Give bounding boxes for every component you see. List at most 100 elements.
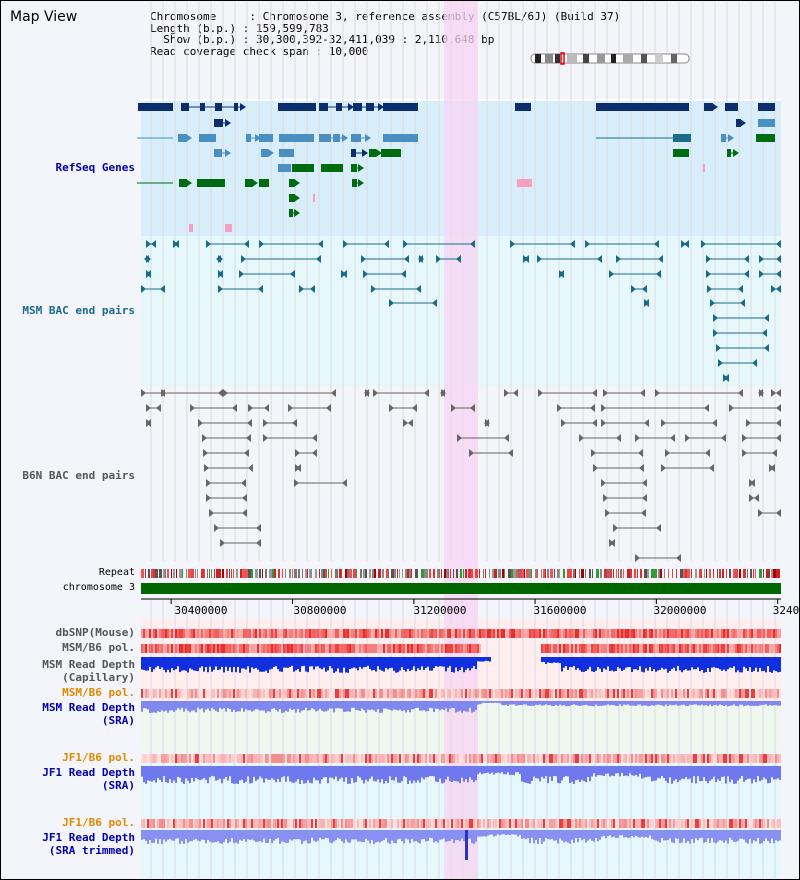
polymorphism-density-cell [269,629,271,638]
polymorphism-density-cell [443,754,445,763]
read-depth-bar [243,766,245,783]
read-depth-bar [691,830,693,840]
polymorphism-density-cell [507,754,509,763]
read-depth-bar [607,701,609,705]
polymorphism-density-cell [515,754,517,763]
repeat-element [613,569,614,578]
read-depth-bar [195,830,197,839]
track-label-msm-depth-sra[interactable]: MSM Read Depth [42,701,135,714]
polymorphism-density-cell [475,819,477,828]
read-depth-bar [673,701,675,706]
track-label-b6n-bac[interactable]: B6N BAC end pairs [22,469,135,482]
polymorphism-density-cell [269,754,271,763]
polymorphism-density-cell [657,754,659,763]
bac-end-marker [744,270,749,278]
polymorphism-density-cell [179,629,181,638]
polymorphism-density-cell [587,629,589,638]
polymorphism-density-cell [733,819,735,828]
polymorphism-density-cell [731,754,733,763]
repeat-element [269,569,272,578]
track-label-msm-b6-pol-1[interactable]: MSM/B6 pol. [62,641,135,654]
polymorphism-density-cell [209,819,211,828]
track-label-jf1-b6-pol-2[interactable]: JF1/B6 pol. [62,816,135,829]
polymorphism-density-cell [665,754,667,763]
polymorphism-density-cell [337,819,339,828]
polymorphism-density-cell [415,629,417,638]
read-depth-bar [323,830,325,840]
read-depth-bar [189,701,191,713]
repeat-element [717,569,718,578]
track-label-dbsnp[interactable]: dbSNP(Mouse) [55,626,135,639]
read-depth-bar [477,766,479,775]
polymorphism-density-cell [705,644,707,653]
track-label-msm-b6-pol-2[interactable]: MSM/B6 pol. [62,686,135,699]
read-depth-bar [627,657,629,668]
read-depth-bar [313,657,315,670]
polymorphism-density-cell [589,754,591,763]
polymorphism-density-cell [291,819,293,828]
polymorphism-density-cell [373,629,375,638]
read-depth-bar [293,657,295,672]
read-depth-bar [157,830,159,844]
track-label-jf1-trimmed[interactable]: JF1 Read Depth [42,831,135,844]
polymorphism-density-cell [273,644,275,653]
polymorphism-density-cell [777,629,779,638]
read-depth-bar [173,766,175,781]
polymorphism-density-cell [207,629,209,638]
track-label-jf1-b6-pol-1[interactable]: JF1/B6 pol. [62,751,135,764]
read-depth-bar [359,766,361,778]
read-depth-bar [759,657,761,668]
read-depth-bar [419,830,421,844]
polymorphism-density-cell [713,644,715,653]
track-label-refseq[interactable]: RefSeq Genes [55,161,135,174]
polymorphism-density-cell [747,819,749,828]
polymorphism-density-cell [391,754,393,763]
read-depth-bar [625,766,627,776]
repeat-element [739,569,741,578]
read-depth-bar [297,657,299,670]
polymorphism-density-cell [399,689,401,698]
bac-end-marker [202,434,207,442]
polymorphism-density-cell [145,819,147,828]
polymorphism-density-cell [611,644,613,653]
header-length: Length (b.p.) : 159,599,783 [150,21,329,35]
read-depth-bar [201,766,203,780]
polymorphism-density-cell [223,629,225,638]
repeat-element [248,569,251,578]
read-depth-bar [487,701,489,703]
track-label-msm-bac[interactable]: MSM BAC end pairs [22,304,135,317]
read-depth-bar [389,766,391,777]
repeat-element [186,569,187,578]
polymorphism-density-cell [433,754,435,763]
bac-end-marker [206,240,211,248]
polymorphism-density-cell [331,629,333,638]
read-depth-bar [589,657,591,667]
polymorphism-density-cell [531,819,533,828]
read-depth-bar [507,830,509,835]
polymorphism-density-cell [413,629,415,638]
polymorphism-density-cell [345,629,347,638]
read-depth-bar [399,701,401,710]
repeat-element [569,569,572,578]
bac-end-marker [256,539,261,547]
polymorphism-density-cell [175,754,177,763]
read-depth-bar [583,701,585,706]
read-depth-bar [207,701,209,709]
bac-end-marker [241,255,246,263]
polymorphism-density-cell [709,629,711,638]
polymorphism-density-cell [343,689,345,698]
gene-exon [383,103,418,111]
read-depth-bar [739,701,741,705]
track-label-msm-depth-capillary[interactable]: MSM Read Depth [42,658,135,671]
read-depth-bar [349,657,351,669]
read-depth-bar [183,830,185,844]
read-depth-bar [383,830,385,840]
read-depth-bar [609,701,611,706]
repeat-element [176,569,177,578]
track-label-jf1-depth[interactable]: JF1 Read Depth [42,766,135,779]
polymorphism-density-cell [321,689,323,698]
polymorphism-density-cell [647,629,649,638]
bac-end-marker [724,374,729,382]
read-depth-bar [187,766,189,781]
